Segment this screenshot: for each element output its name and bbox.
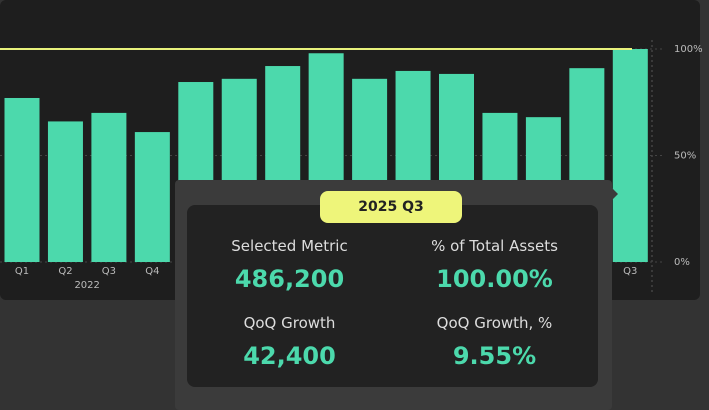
bar	[91, 112, 127, 263]
y-tick-label: 0%	[674, 257, 690, 268]
x-tick-label: Q4	[145, 266, 159, 277]
tooltip-value: 42,400	[243, 342, 336, 370]
tooltip-item: Selected Metric 486,200	[187, 237, 392, 293]
tooltip-pointer	[612, 188, 618, 200]
tooltip-value: 486,200	[234, 265, 345, 293]
tooltip-body: Selected Metric 486,200 % of Total Assets 1…	[187, 205, 598, 387]
tooltip-label: % of Total Assets	[431, 237, 558, 255]
bar	[4, 97, 40, 263]
bar	[47, 121, 83, 262]
bar	[612, 49, 648, 262]
y-tick-label: 100%	[674, 44, 703, 55]
y-tick-label: 50%	[674, 151, 696, 162]
x-tick-label: Q2	[58, 266, 72, 277]
tooltip-title: 2025 Q3	[320, 191, 462, 223]
x-tick-label: Q1	[15, 266, 29, 277]
tooltip: 2025 Q3 Selected Metric 486,200 % of Total…	[175, 180, 612, 410]
tooltip-item: QoQ Growth 42,400	[187, 314, 392, 370]
x-tick-label: Q3	[102, 266, 116, 277]
page: 0% 50% 100% Q1 Q2 Q3 Q4 Q3 2022 2025 Q3 Selected…	[0, 0, 703, 387]
tooltip-item: % of Total Assets 100.00%	[392, 237, 597, 293]
tooltip-label: Selected Metric	[231, 237, 348, 255]
bar	[134, 132, 170, 262]
tooltip-label: QoQ Growth	[243, 314, 336, 332]
tooltip-label: QoQ Growth, %	[436, 314, 553, 332]
x-group-label: 2022	[74, 280, 99, 291]
tooltip-value: 9.55%	[452, 342, 537, 370]
x-tick-label: Q3	[623, 266, 637, 277]
tooltip-item: QoQ Growth, % 9.55%	[392, 314, 597, 370]
tooltip-value: 100.00%	[436, 265, 553, 293]
